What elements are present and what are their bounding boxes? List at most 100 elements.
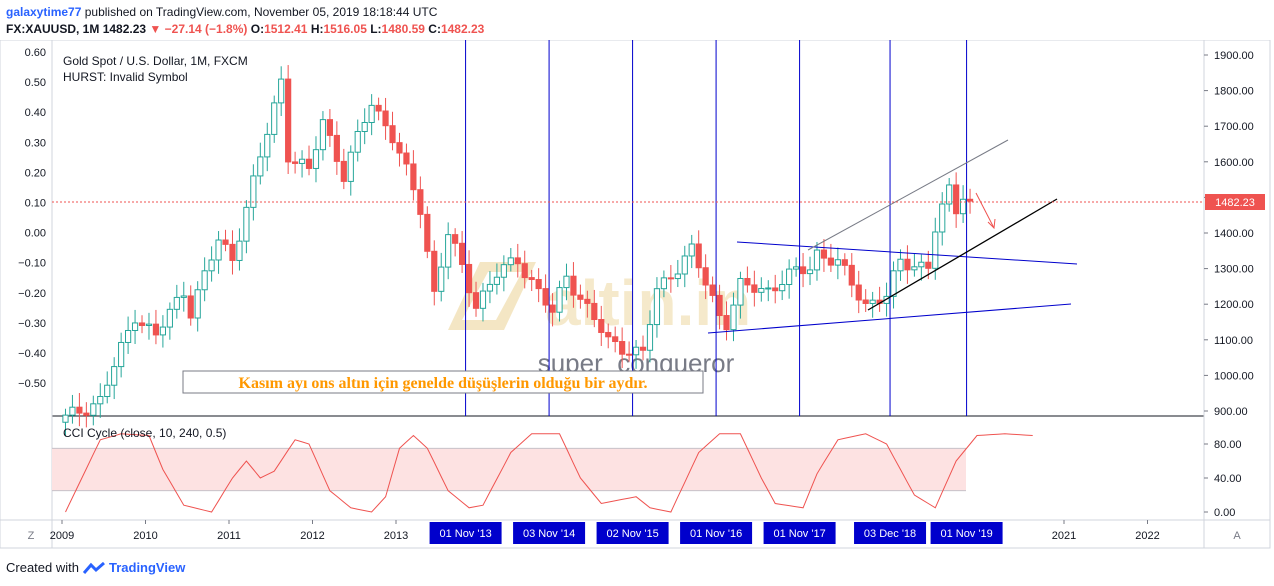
candle[interactable] (166, 308, 173, 328)
candle[interactable] (250, 175, 257, 208)
candle[interactable] (368, 104, 375, 124)
candle[interactable] (758, 287, 765, 293)
candle[interactable] (194, 289, 201, 319)
candle[interactable] (535, 279, 542, 290)
candle[interactable] (709, 284, 716, 296)
candle[interactable] (786, 268, 793, 285)
candle[interactable] (591, 302, 598, 321)
candle[interactable] (890, 270, 897, 297)
candle[interactable] (904, 258, 911, 271)
candle[interactable] (69, 406, 76, 416)
candle[interactable] (403, 152, 410, 165)
candle[interactable] (285, 78, 292, 163)
candle[interactable] (834, 259, 841, 266)
candle[interactable] (145, 323, 153, 326)
candle[interactable] (855, 284, 862, 301)
candle[interactable] (215, 239, 222, 261)
candle[interactable] (667, 277, 674, 280)
candle[interactable] (744, 277, 751, 286)
resistance-line[interactable] (736, 241, 1078, 265)
candle[interactable] (772, 287, 779, 292)
candle[interactable] (827, 257, 834, 266)
candle[interactable] (326, 119, 333, 136)
candle[interactable] (257, 156, 264, 177)
candle[interactable] (632, 346, 640, 356)
candle[interactable] (556, 287, 563, 313)
candle[interactable] (305, 158, 313, 169)
candle[interactable] (507, 257, 514, 266)
candle[interactable] (716, 294, 723, 317)
candle[interactable] (236, 240, 243, 261)
candle[interactable] (452, 234, 459, 244)
candle[interactable] (118, 341, 125, 368)
tradingview-link[interactable]: TradingView (108, 560, 186, 575)
candle[interactable] (612, 336, 619, 343)
candle[interactable] (243, 206, 250, 242)
candle[interactable] (319, 119, 327, 151)
candle[interactable] (97, 396, 104, 405)
candle[interactable] (799, 266, 807, 275)
candle[interactable] (848, 264, 855, 286)
scale-auto-button[interactable]: A (1233, 530, 1241, 542)
candle[interactable] (674, 273, 681, 280)
candle[interactable] (570, 275, 577, 296)
candle[interactable] (472, 292, 480, 309)
candle[interactable] (542, 288, 549, 306)
candle[interactable] (292, 161, 299, 164)
candle[interactable] (960, 198, 967, 215)
candle[interactable] (159, 326, 166, 336)
candle[interactable] (111, 366, 118, 386)
candle[interactable] (841, 259, 848, 266)
candle[interactable] (793, 266, 800, 270)
candle[interactable] (584, 298, 591, 304)
candle[interactable] (201, 270, 208, 291)
scale-left-button[interactable]: Z (28, 530, 35, 542)
candle[interactable] (361, 122, 368, 132)
candle[interactable] (493, 276, 500, 285)
candle[interactable] (911, 266, 918, 271)
candle[interactable] (222, 239, 229, 245)
candle[interactable] (681, 255, 688, 275)
candle[interactable] (354, 130, 361, 153)
candle[interactable] (953, 184, 960, 215)
candle[interactable] (702, 267, 709, 286)
candle[interactable] (549, 304, 556, 313)
candle[interactable] (396, 142, 403, 154)
candle[interactable] (646, 324, 654, 351)
candle[interactable] (806, 269, 814, 275)
support-line[interactable] (707, 303, 1072, 334)
candle[interactable] (131, 322, 139, 331)
candle[interactable] (375, 104, 382, 112)
candle[interactable] (264, 133, 271, 158)
chart[interactable]: Z A 900.00 1000.00 1100.00 1200.00 1300.00 14… (0, 40, 1274, 550)
channel-line[interactable] (807, 139, 1009, 251)
candle[interactable] (695, 243, 702, 269)
candle[interactable] (459, 242, 466, 265)
candle[interactable] (813, 249, 821, 271)
candle[interactable] (751, 284, 758, 293)
candle[interactable] (932, 231, 939, 269)
trend-line[interactable] (867, 198, 1058, 311)
candle[interactable] (152, 323, 160, 336)
candle[interactable] (83, 412, 90, 416)
candle[interactable] (431, 250, 438, 292)
candle[interactable] (229, 243, 236, 261)
candle[interactable] (660, 277, 667, 290)
candle[interactable] (445, 234, 452, 268)
candle[interactable] (298, 158, 306, 164)
candle[interactable] (104, 384, 111, 398)
candle[interactable] (820, 249, 828, 259)
annotation-box[interactable] (182, 370, 704, 394)
down-arrow-line[interactable] (975, 192, 995, 229)
candle[interactable] (918, 261, 925, 268)
candle[interactable] (62, 414, 69, 423)
candle[interactable] (465, 263, 473, 294)
candle[interactable] (779, 283, 786, 292)
candle[interactable] (925, 261, 932, 269)
author-link[interactable]: galaxytime77 (6, 5, 82, 19)
candle[interactable] (410, 163, 417, 191)
candle[interactable] (528, 277, 535, 281)
candle[interactable] (271, 102, 278, 135)
candle[interactable] (605, 331, 612, 338)
candle[interactable] (939, 203, 946, 233)
